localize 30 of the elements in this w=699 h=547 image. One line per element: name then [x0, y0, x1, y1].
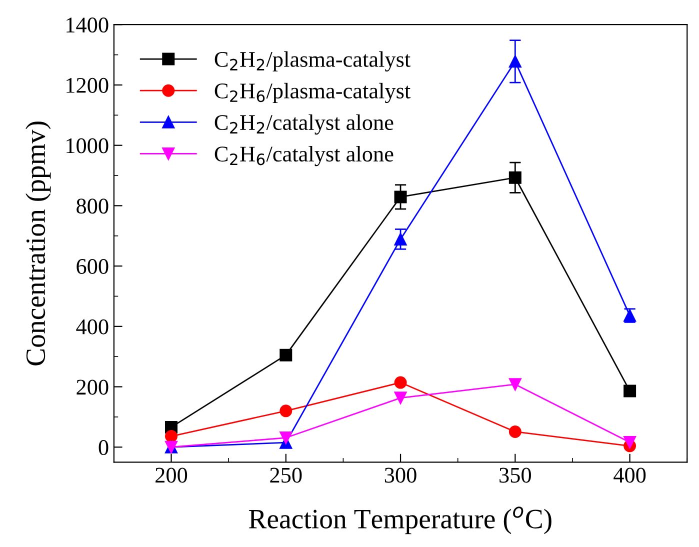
- point: [508, 378, 522, 391]
- x-tick-label: 250: [270, 468, 302, 483]
- y-tick-label: 1000: [66, 138, 108, 154]
- legend-label: C$_{2}$H$_{2}$/catalyst alone: [214, 114, 394, 135]
- x-tick-label: 200: [156, 468, 188, 483]
- y-tick-label: 1400: [66, 18, 108, 33]
- point: [394, 392, 407, 404]
- y-tick-label: 1200: [66, 78, 108, 93]
- legend-label: C$_{2}$H$_{6}$/plasma-catalyst: [214, 82, 411, 104]
- y-tick-label: 400: [76, 319, 108, 334]
- point: [280, 404, 292, 418]
- y-tick-label: 200: [76, 380, 108, 395]
- point: [280, 432, 292, 444]
- legend-label: C$_{2}$H$_{2}$/plasma-catalyst: [214, 51, 411, 72]
- point: [280, 348, 292, 362]
- x-tick-label: 350: [500, 468, 531, 483]
- y-axis-title: Concentration (ppmv): [26, 122, 51, 366]
- point: [394, 376, 407, 389]
- y-tick-label: 600: [76, 258, 108, 274]
- y-tick-label: 0: [98, 440, 108, 456]
- point: [624, 384, 636, 398]
- point: [508, 425, 522, 438]
- point: [394, 190, 407, 204]
- x-tick-label: 400: [614, 468, 646, 483]
- point: [394, 232, 407, 246]
- x-axis-title: Reaction Temperature ($^{o}$C): [248, 506, 552, 534]
- legend-label: C$_{2}$H$_{6}$/catalyst alone: [214, 146, 394, 166]
- point: [624, 436, 636, 449]
- y-tick-label: 800: [76, 198, 108, 214]
- x-tick-label: 300: [384, 468, 416, 483]
